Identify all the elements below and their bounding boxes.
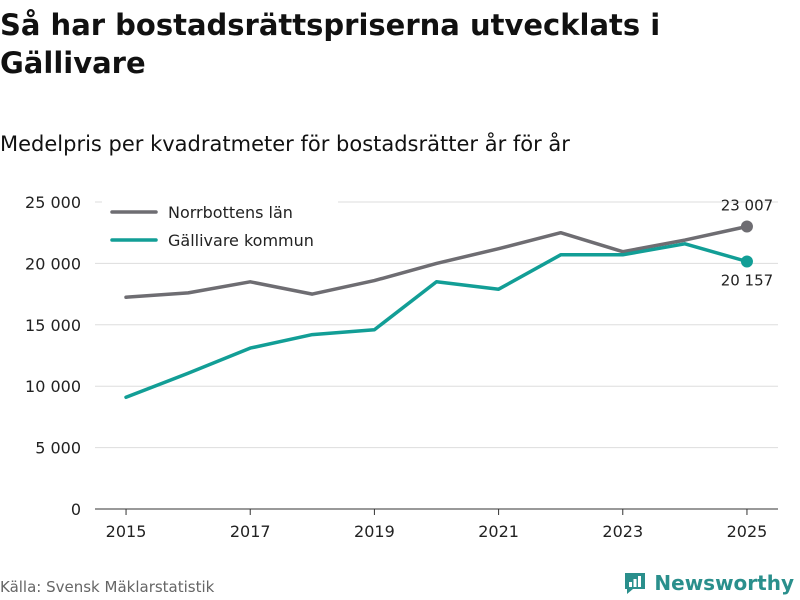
chart-subtitle: Medelpris per kvadratmeter för bostadsrä… [0,132,570,156]
legend-label: Gällivare kommun [168,231,314,250]
y-tick-label: 10 000 [25,377,81,396]
x-axis [95,508,778,515]
y-tick-label: 25 000 [25,193,81,212]
end-value-label: 20 157 [721,271,774,289]
y-tick-label: 15 000 [25,316,81,335]
brand-logo: Newsworthy [622,570,794,596]
end-marker-norrbottens-lan [740,220,753,233]
end-marker-gallivare-kommun [740,255,753,268]
x-tick-label: 2017 [230,522,271,541]
source-note: Källa: Svensk Mäklarstatistik [0,578,215,596]
series-line-gallivare-kommun [124,242,749,400]
brand-name: Newsworthy [654,571,794,595]
series-line-norrbottens-lan [124,224,749,299]
series-lines [124,224,749,400]
end-value-label: 23 007 [721,196,774,214]
end-labels: 23 007 20 157 [721,196,774,289]
newsworthy-logo-icon [625,573,646,594]
legend-label: Norrbottens län [168,203,293,222]
y-axis-labels: 0 5 000 10 000 15 000 20 000 25 000 [25,193,81,519]
end-markers [740,220,753,268]
y-tick-label: 20 000 [25,254,81,273]
legend: Norrbottens län Gällivare kommun [102,194,338,260]
y-tick-label: 0 [71,500,81,519]
x-tick-label: 2019 [354,522,395,541]
x-tick-label: 2023 [602,522,643,541]
y-tick-label: 5 000 [35,439,81,458]
x-tick-label: 2025 [727,522,768,541]
x-axis-labels: 2015 2017 2019 2021 2023 2025 [106,522,768,541]
legend-background [102,194,338,260]
chart-title: Så har bostadsrättspriserna utvecklats i… [0,8,661,80]
x-tick-label: 2021 [478,522,519,541]
x-tick-label: 2015 [106,522,147,541]
